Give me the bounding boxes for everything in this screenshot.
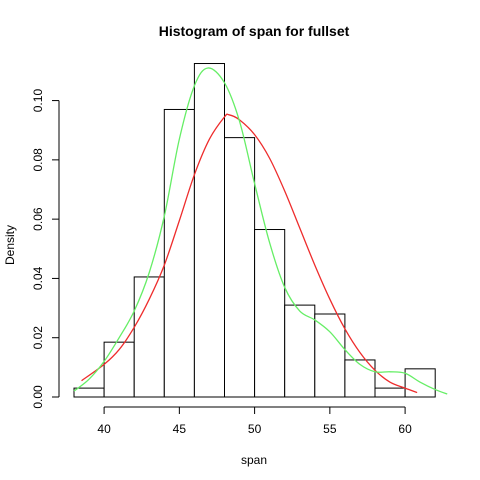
x-tick-label: 55 bbox=[323, 422, 337, 436]
histogram-bar bbox=[103, 341, 135, 398]
y-tick-label: 0.06 bbox=[31, 207, 45, 231]
y-tick-label: 0.04 bbox=[31, 266, 45, 290]
histogram-bar bbox=[254, 229, 286, 398]
x-axis-label: span bbox=[241, 453, 267, 467]
histogram-bar bbox=[314, 313, 346, 398]
histogram-bar bbox=[344, 359, 376, 398]
y-tick-label: 0.08 bbox=[31, 148, 45, 172]
normal-density-curve bbox=[81, 113, 418, 394]
histogram-bar bbox=[284, 304, 316, 398]
histogram-bar bbox=[133, 276, 165, 398]
y-tick-label: 0.00 bbox=[31, 385, 45, 409]
y-axis: 0.00 0.02 0.04 0.06 0.08 0.10 bbox=[31, 89, 60, 409]
histogram-bar bbox=[73, 387, 105, 398]
histogram-bar bbox=[163, 108, 195, 398]
y-tick-label: 0.02 bbox=[31, 326, 45, 350]
density-curves bbox=[73, 67, 448, 395]
y-tick-label: 0.10 bbox=[31, 89, 45, 113]
kernel-density-curve bbox=[73, 67, 448, 395]
histogram-bar bbox=[404, 368, 436, 398]
x-tick-label: 40 bbox=[97, 422, 111, 436]
x-tick-label: 45 bbox=[173, 422, 187, 436]
x-tick-label: 50 bbox=[248, 422, 262, 436]
x-axis: 40 45 50 55 60 bbox=[97, 406, 412, 436]
histogram-bars bbox=[73, 63, 436, 398]
x-tick-label: 60 bbox=[398, 422, 412, 436]
histogram-bar bbox=[193, 63, 225, 398]
histogram-bar bbox=[224, 137, 256, 398]
histogram-bar bbox=[374, 387, 406, 398]
y-axis-label: Density bbox=[3, 225, 17, 265]
chart-title: Histogram of span for fullset bbox=[159, 23, 350, 39]
